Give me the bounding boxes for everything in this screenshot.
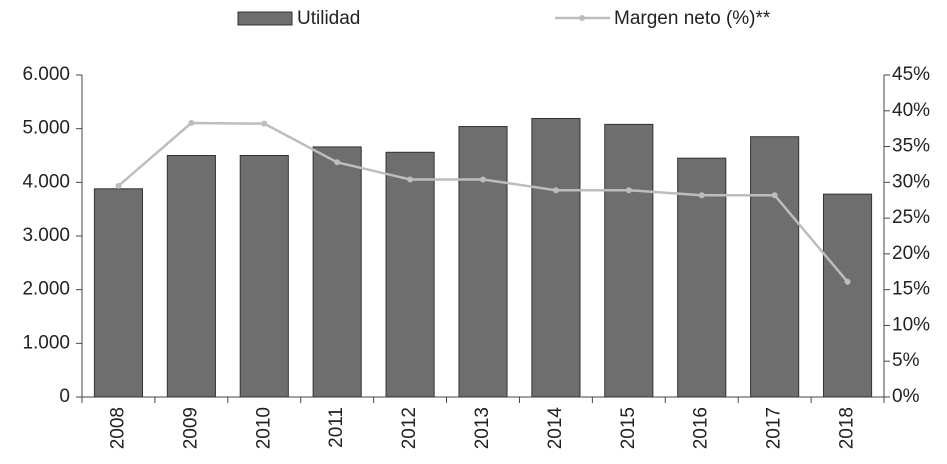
x-tick-label: 2008 xyxy=(107,407,128,449)
legend-label: Utilidad xyxy=(297,8,360,29)
x-tick-label: 2009 xyxy=(180,407,201,449)
y2-tick-label: 25% xyxy=(892,207,930,228)
y2-tick-label: 30% xyxy=(892,171,930,192)
x-tick-label: 2018 xyxy=(837,407,858,449)
bar xyxy=(385,151,435,398)
legend-label: Margen neto (%)** xyxy=(614,8,771,29)
bar xyxy=(239,155,289,398)
bar xyxy=(822,193,873,398)
line-point xyxy=(188,119,195,126)
line-point xyxy=(407,176,414,183)
y-tick-label: 1.000 xyxy=(22,332,70,353)
y2-tick-label: 15% xyxy=(892,279,930,300)
bar xyxy=(166,155,216,398)
y2-tick-label: 40% xyxy=(892,100,930,121)
x-tick-label: 2010 xyxy=(253,407,274,449)
bar xyxy=(312,146,362,398)
y2-tick-label: 10% xyxy=(892,314,930,335)
x-tick-label: 2015 xyxy=(618,407,639,449)
y2-tick-label: 20% xyxy=(892,243,930,264)
y-tick-label: 5.000 xyxy=(22,118,70,139)
line-point xyxy=(844,278,851,285)
y-tick-label: 0 xyxy=(59,386,70,407)
y-tick-label: 4.000 xyxy=(22,171,70,192)
legend: Utilidad Margen neto (%)** xyxy=(237,8,771,29)
x-tick-label: 2013 xyxy=(472,407,493,449)
bar xyxy=(750,136,800,398)
bar xyxy=(531,117,581,398)
line-point xyxy=(698,192,705,199)
line-point xyxy=(334,159,341,166)
legend-swatch-point xyxy=(579,15,585,21)
y-tick-label: 2.000 xyxy=(22,279,70,300)
line-point xyxy=(771,192,778,199)
x-tick-label: 2011 xyxy=(326,407,347,448)
bar xyxy=(604,123,654,398)
line-point xyxy=(552,187,559,194)
line-point xyxy=(261,120,268,127)
x-tick-label: 2016 xyxy=(691,407,712,449)
y2-tick-label: 45% xyxy=(892,64,930,85)
x-tick-label: 2012 xyxy=(399,407,420,449)
y-tick-label: 6.000 xyxy=(22,64,70,85)
x-tick-label: 2017 xyxy=(764,407,785,449)
line-point xyxy=(625,187,632,194)
y-tick-label: 3.000 xyxy=(22,225,70,246)
line-point xyxy=(480,176,486,183)
x-tick-label: 2014 xyxy=(545,407,566,450)
legend-swatch xyxy=(237,11,293,26)
bar xyxy=(93,188,144,398)
y2-tick-label: 5% xyxy=(892,350,920,371)
y2-tick-label: 0% xyxy=(892,386,920,407)
line-point xyxy=(115,182,122,189)
bar xyxy=(458,126,508,398)
y2-tick-label: 35% xyxy=(892,136,930,157)
